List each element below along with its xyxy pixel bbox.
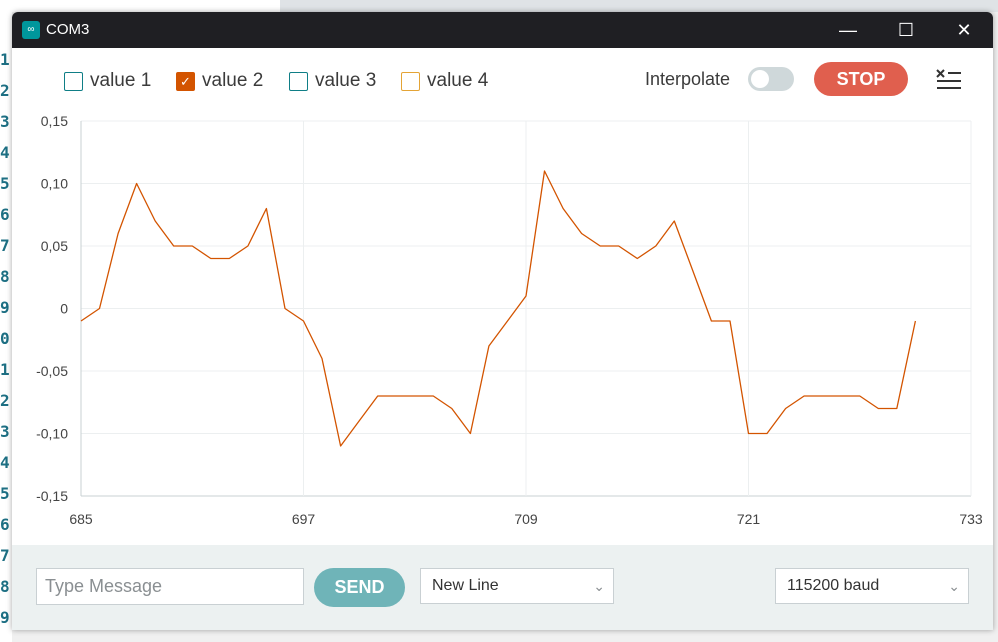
maximize-button[interactable]: ☐ <box>897 20 915 40</box>
y-tick-label: -0,10 <box>36 426 68 442</box>
y-tick-label: 0,10 <box>41 176 68 192</box>
x-tick-label: 709 <box>514 511 538 527</box>
y-tick-label: -0,15 <box>36 488 68 504</box>
footer-bar: SEND New Line ⌄ 115200 baud ⌄ <box>12 545 993 630</box>
y-tick-label: 0 <box>60 301 68 317</box>
interpolate-toggle[interactable] <box>748 67 794 91</box>
x-tick-label: 733 <box>959 511 983 527</box>
title-bar: ∞ COM3 — ☐ ✕ <box>12 12 993 48</box>
checkbox-value-1[interactable] <box>64 72 83 91</box>
legend-label: value 1 <box>90 70 152 91</box>
x-tick-label: 685 <box>69 511 93 527</box>
ide-background-tabs <box>280 0 998 12</box>
y-tick-label: 0,05 <box>41 238 68 254</box>
checkbox-value-2[interactable]: ✓ <box>176 72 195 91</box>
message-input[interactable] <box>36 568 304 605</box>
interpolate-label: Interpolate <box>645 69 731 89</box>
chevron-down-icon: ⌄ <box>593 578 605 594</box>
x-tick-label: 697 <box>292 511 316 527</box>
window-title: COM3 <box>46 21 90 38</box>
legend-label: value 4 <box>427 70 489 91</box>
y-tick-label: 0,15 <box>41 113 68 129</box>
clear-output-icon[interactable] <box>936 67 962 91</box>
stop-button[interactable]: STOP <box>814 62 908 96</box>
ide-background <box>12 0 280 12</box>
send-button[interactable]: SEND <box>314 568 405 607</box>
close-button[interactable]: ✕ <box>956 20 972 40</box>
minimize-button[interactable]: — <box>839 20 857 40</box>
y-tick-label: -0,05 <box>36 363 68 379</box>
toggle-knob <box>751 70 769 88</box>
arduino-icon: ∞ <box>22 21 40 39</box>
legend-label: value 2 <box>202 70 264 91</box>
line-ending-value: New Line <box>432 577 499 594</box>
serial-plotter-window: ∞ COM3 — ☐ ✕ value 1 ✓ value 2 value 3 v… <box>12 12 993 630</box>
x-tick-label: 721 <box>737 511 761 527</box>
line-ending-select[interactable]: New Line ⌄ <box>420 568 614 604</box>
checkbox-value-3[interactable] <box>289 72 308 91</box>
series-line-value-2 <box>80 170 917 447</box>
baud-rate-value: 115200 baud <box>787 577 880 594</box>
checkbox-value-4[interactable] <box>401 72 420 91</box>
legend-label: value 3 <box>315 70 377 91</box>
baud-rate-select[interactable]: 115200 baud ⌄ <box>775 568 969 604</box>
chevron-down-icon: ⌄ <box>948 578 960 594</box>
